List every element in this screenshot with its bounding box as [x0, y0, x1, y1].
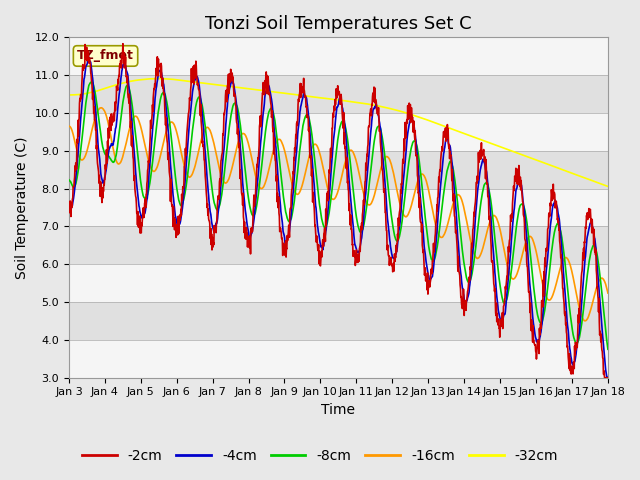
Title: Tonzi Soil Temperatures Set C: Tonzi Soil Temperatures Set C — [205, 15, 472, 33]
Text: TZ_fmet: TZ_fmet — [77, 49, 134, 62]
Bar — [69, 75, 607, 113]
Bar — [69, 264, 607, 302]
Bar — [69, 340, 607, 378]
Bar — [69, 227, 607, 264]
Legend: -2cm, -4cm, -8cm, -16cm, -32cm: -2cm, -4cm, -8cm, -16cm, -32cm — [76, 443, 564, 468]
Bar — [69, 302, 607, 340]
Bar — [69, 37, 607, 75]
Bar — [69, 113, 607, 151]
Bar — [69, 151, 607, 189]
Bar — [69, 189, 607, 227]
X-axis label: Time: Time — [321, 403, 355, 417]
Y-axis label: Soil Temperature (C): Soil Temperature (C) — [15, 136, 29, 279]
